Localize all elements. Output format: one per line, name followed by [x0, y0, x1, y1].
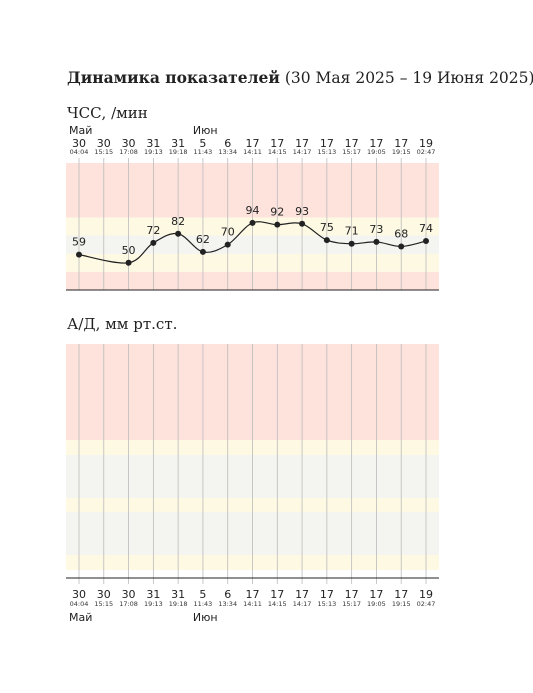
point [125, 259, 132, 266]
month-label: Май [69, 611, 92, 624]
x-tick-day: 17 [246, 137, 260, 150]
point [274, 221, 281, 228]
point [348, 240, 355, 247]
x-tick-day: 17 [394, 588, 408, 601]
x-tick-day: 31 [146, 137, 160, 150]
data-label: 62 [196, 233, 210, 246]
x-tick-time: 19:18 [169, 600, 188, 608]
point [76, 251, 82, 258]
month-label: Июн [193, 611, 218, 624]
data-label: 50 [122, 244, 136, 257]
x-tick-day: 31 [171, 137, 185, 150]
chart-title: А/Д, мм рт.ст. [67, 315, 177, 333]
x-tick-day: 17 [320, 588, 334, 601]
x-tick-time: 14:17 [293, 600, 312, 608]
x-tick-day: 6 [224, 137, 231, 150]
x-tick-day: 19 [419, 137, 433, 150]
point [150, 239, 157, 246]
x-tick-time: 15:17 [342, 148, 361, 156]
x-tick-day: 17 [270, 588, 284, 601]
x-tick-time: 14:15 [268, 600, 287, 608]
data-label: 71 [345, 225, 359, 238]
x-tick-time: 11:43 [194, 600, 213, 608]
plot-layer: 3004:043004:04МайМай3015:153015:153017:0… [66, 124, 439, 624]
x-tick-time: 14:11 [243, 600, 262, 608]
x-tick-day: 17 [270, 137, 284, 150]
data-label: 73 [369, 223, 383, 236]
x-tick-day: 30 [72, 588, 86, 601]
x-tick-time: 19:18 [169, 148, 188, 156]
x-tick-day: 6 [224, 588, 231, 601]
point [249, 219, 256, 226]
x-tick-day: 19 [419, 588, 433, 601]
page-title: Динамика показателей [67, 68, 280, 87]
x-tick-time: 11:43 [194, 148, 213, 156]
x-tick-time: 13:34 [218, 148, 237, 156]
point [323, 237, 330, 244]
data-label: 59 [72, 236, 86, 249]
point [175, 230, 182, 237]
x-tick-time: 19:15 [392, 148, 411, 156]
x-tick-day: 17 [295, 137, 309, 150]
x-tick-time: 15:15 [94, 148, 113, 156]
x-tick-day: 30 [97, 588, 111, 601]
data-label: 72 [146, 224, 160, 237]
x-tick-day: 30 [97, 137, 111, 150]
chart-title: ЧСС, /мин [67, 104, 148, 122]
x-tick-day: 17 [394, 137, 408, 150]
data-label: 92 [270, 206, 284, 219]
data-label: 74 [419, 222, 433, 235]
x-tick-day: 17 [369, 588, 383, 601]
x-tick-day: 30 [122, 137, 136, 150]
x-tick-time: 14:11 [243, 148, 262, 156]
x-tick-time: 15:17 [342, 600, 361, 608]
x-tick-day: 17 [345, 137, 359, 150]
page-subtitle: (30 Мая 2025 – 19 Июня 2025) [285, 69, 533, 87]
x-tick-day: 5 [199, 588, 206, 601]
x-tick-time: 19:13 [144, 600, 163, 608]
x-tick-time: 19:13 [144, 148, 163, 156]
x-tick-day: 30 [72, 137, 86, 150]
x-tick-day: 17 [320, 137, 334, 150]
data-label: 93 [295, 205, 309, 218]
x-tick-time: 17:08 [119, 148, 138, 156]
x-tick-day: 30 [122, 588, 136, 601]
x-tick-time: 19:05 [367, 148, 386, 156]
x-tick-time: 15:13 [317, 148, 336, 156]
point [299, 220, 306, 227]
month-label: Июн [193, 124, 218, 137]
x-tick-time: 02:47 [417, 148, 436, 156]
point [373, 238, 380, 245]
x-tick-time: 14:17 [293, 148, 312, 156]
month-label: Май [69, 124, 92, 137]
page-heading: Динамика показателей (30 Мая 2025 – 19 И… [67, 68, 533, 87]
x-tick-time: 13:34 [218, 600, 237, 608]
data-label: 82 [171, 215, 185, 228]
x-tick-time: 02:47 [417, 600, 436, 608]
x-tick-time: 19:15 [392, 600, 411, 608]
x-tick-day: 5 [199, 137, 206, 150]
x-tick-day: 31 [146, 588, 160, 601]
x-tick-time: 15:15 [94, 600, 113, 608]
point [199, 248, 206, 255]
point [423, 238, 429, 245]
x-tick-day: 17 [345, 588, 359, 601]
data-label: 75 [320, 221, 334, 234]
x-tick-time: 04:04 [70, 600, 89, 608]
x-tick-day: 17 [246, 588, 260, 601]
x-tick-day: 31 [171, 588, 185, 601]
x-tick-day: 17 [295, 588, 309, 601]
x-tick-time: 04:04 [70, 148, 89, 156]
x-tick-time: 17:08 [119, 600, 138, 608]
x-tick-day: 17 [369, 137, 383, 150]
point [224, 241, 231, 248]
data-label: 68 [394, 227, 408, 240]
x-tick-time: 19:05 [367, 600, 386, 608]
x-tick-time: 14:15 [268, 148, 287, 156]
data-label: 70 [221, 226, 235, 239]
point [398, 243, 405, 250]
x-tick-time: 15:13 [317, 600, 336, 608]
data-label: 94 [246, 204, 260, 217]
